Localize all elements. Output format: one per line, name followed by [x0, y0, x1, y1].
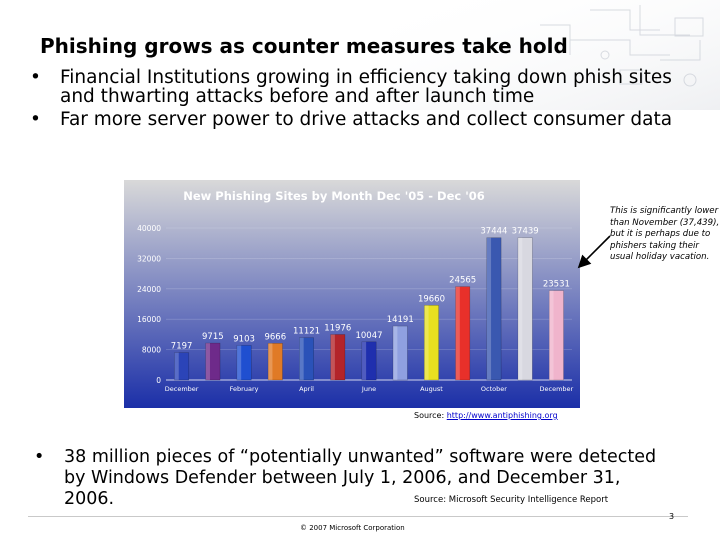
- y-tick-label: 24000: [137, 285, 161, 294]
- report-source: Source: Microsoft Security Intelligence …: [414, 495, 609, 505]
- annotation-arrow: [577, 235, 611, 269]
- bar: [548, 290, 564, 381]
- bullet-list: • Financial Institutions growing in effi…: [28, 68, 688, 133]
- bar-highlight: [424, 305, 429, 380]
- y-tick-label: 8000: [142, 346, 161, 355]
- slide-title: Phishing grows as counter measures take …: [40, 34, 568, 58]
- x-tick-label: August: [420, 385, 443, 393]
- x-tick-label: February: [230, 385, 259, 393]
- data-label: 24565: [449, 276, 476, 286]
- bar: [455, 286, 471, 381]
- data-label: 7197: [171, 342, 193, 352]
- chart-background: [124, 180, 580, 408]
- chart-title: New Phishing Sites by Month Dec '05 - De…: [183, 189, 485, 203]
- data-label: 37439: [512, 227, 539, 237]
- bullet-item: • Financial Institutions growing in effi…: [28, 68, 688, 106]
- bar: [424, 305, 439, 381]
- antiphishing-link[interactable]: http://www.antiphishing.org: [446, 411, 558, 420]
- bar: [205, 342, 221, 381]
- x-tick-label: December: [540, 385, 574, 393]
- bar: [392, 325, 408, 381]
- data-label: 11976: [324, 323, 351, 333]
- bullet-item: • Far more server power to drive attacks…: [28, 110, 688, 129]
- bar-highlight: [236, 345, 242, 380]
- data-label: 9715: [202, 332, 224, 342]
- data-label: 14191: [387, 315, 414, 325]
- data-label: 11121: [293, 327, 320, 337]
- bar-highlight: [174, 352, 179, 380]
- bar: [486, 237, 502, 381]
- footer-divider: [28, 516, 688, 517]
- bar-highlight: [205, 343, 210, 380]
- bar-highlight: [299, 337, 304, 380]
- bullet-text: 38 million pieces of “potentially unwant…: [64, 447, 657, 509]
- data-label: 23531: [543, 280, 570, 290]
- bar-highlight: [486, 237, 492, 380]
- phishing-bar-chart: New Phishing Sites by Month Dec '05 - De…: [124, 180, 580, 408]
- data-label: 19660: [418, 294, 445, 304]
- bar: [267, 343, 283, 381]
- bullet-text: Far more server power to drive attacks a…: [60, 109, 673, 130]
- data-label: 10047: [355, 331, 382, 341]
- bar: [174, 352, 190, 381]
- bar: [299, 337, 314, 381]
- circuit-decoration: [390, 0, 720, 110]
- bar: [517, 237, 533, 381]
- copyright-footer: © 2007 Microsoft Corporation: [300, 524, 405, 532]
- bar-highlight: [361, 341, 367, 380]
- bullet-item-defender: • 38 million pieces of “potentially unwa…: [34, 447, 674, 510]
- bar-highlight: [455, 286, 460, 380]
- chart-source-prefix: Source:: [414, 411, 445, 420]
- y-tick-label: 0: [156, 376, 161, 385]
- bar: [330, 334, 346, 381]
- bullet-marker: •: [30, 67, 41, 88]
- x-tick-label: December: [165, 385, 199, 393]
- page-number: 3: [669, 512, 675, 521]
- bar-highlight: [549, 290, 554, 380]
- data-label: 37444: [480, 227, 507, 237]
- bar: [236, 345, 252, 381]
- bar: [361, 341, 377, 381]
- x-tick-label: October: [481, 385, 507, 393]
- data-label: 9666: [264, 332, 286, 342]
- x-tick-label: April: [299, 385, 314, 393]
- y-tick-label: 32000: [137, 254, 161, 263]
- bullet-marker: •: [30, 109, 41, 130]
- chart-annotation: This is significantly lower than Novembe…: [610, 206, 720, 262]
- x-tick-label: June: [361, 385, 376, 393]
- chart-source: Source: http://www.antiphishing.org: [414, 411, 558, 420]
- bar-highlight: [517, 237, 523, 380]
- bar-highlight: [330, 334, 335, 380]
- bullet-text: Financial Institutions growing in effici…: [60, 67, 672, 107]
- bar-highlight: [268, 343, 273, 380]
- data-label: 9103: [233, 334, 255, 344]
- bullet-marker: •: [34, 447, 45, 467]
- bar-highlight: [393, 326, 398, 380]
- y-tick-label: 16000: [137, 315, 161, 324]
- y-tick-label: 40000: [137, 224, 161, 233]
